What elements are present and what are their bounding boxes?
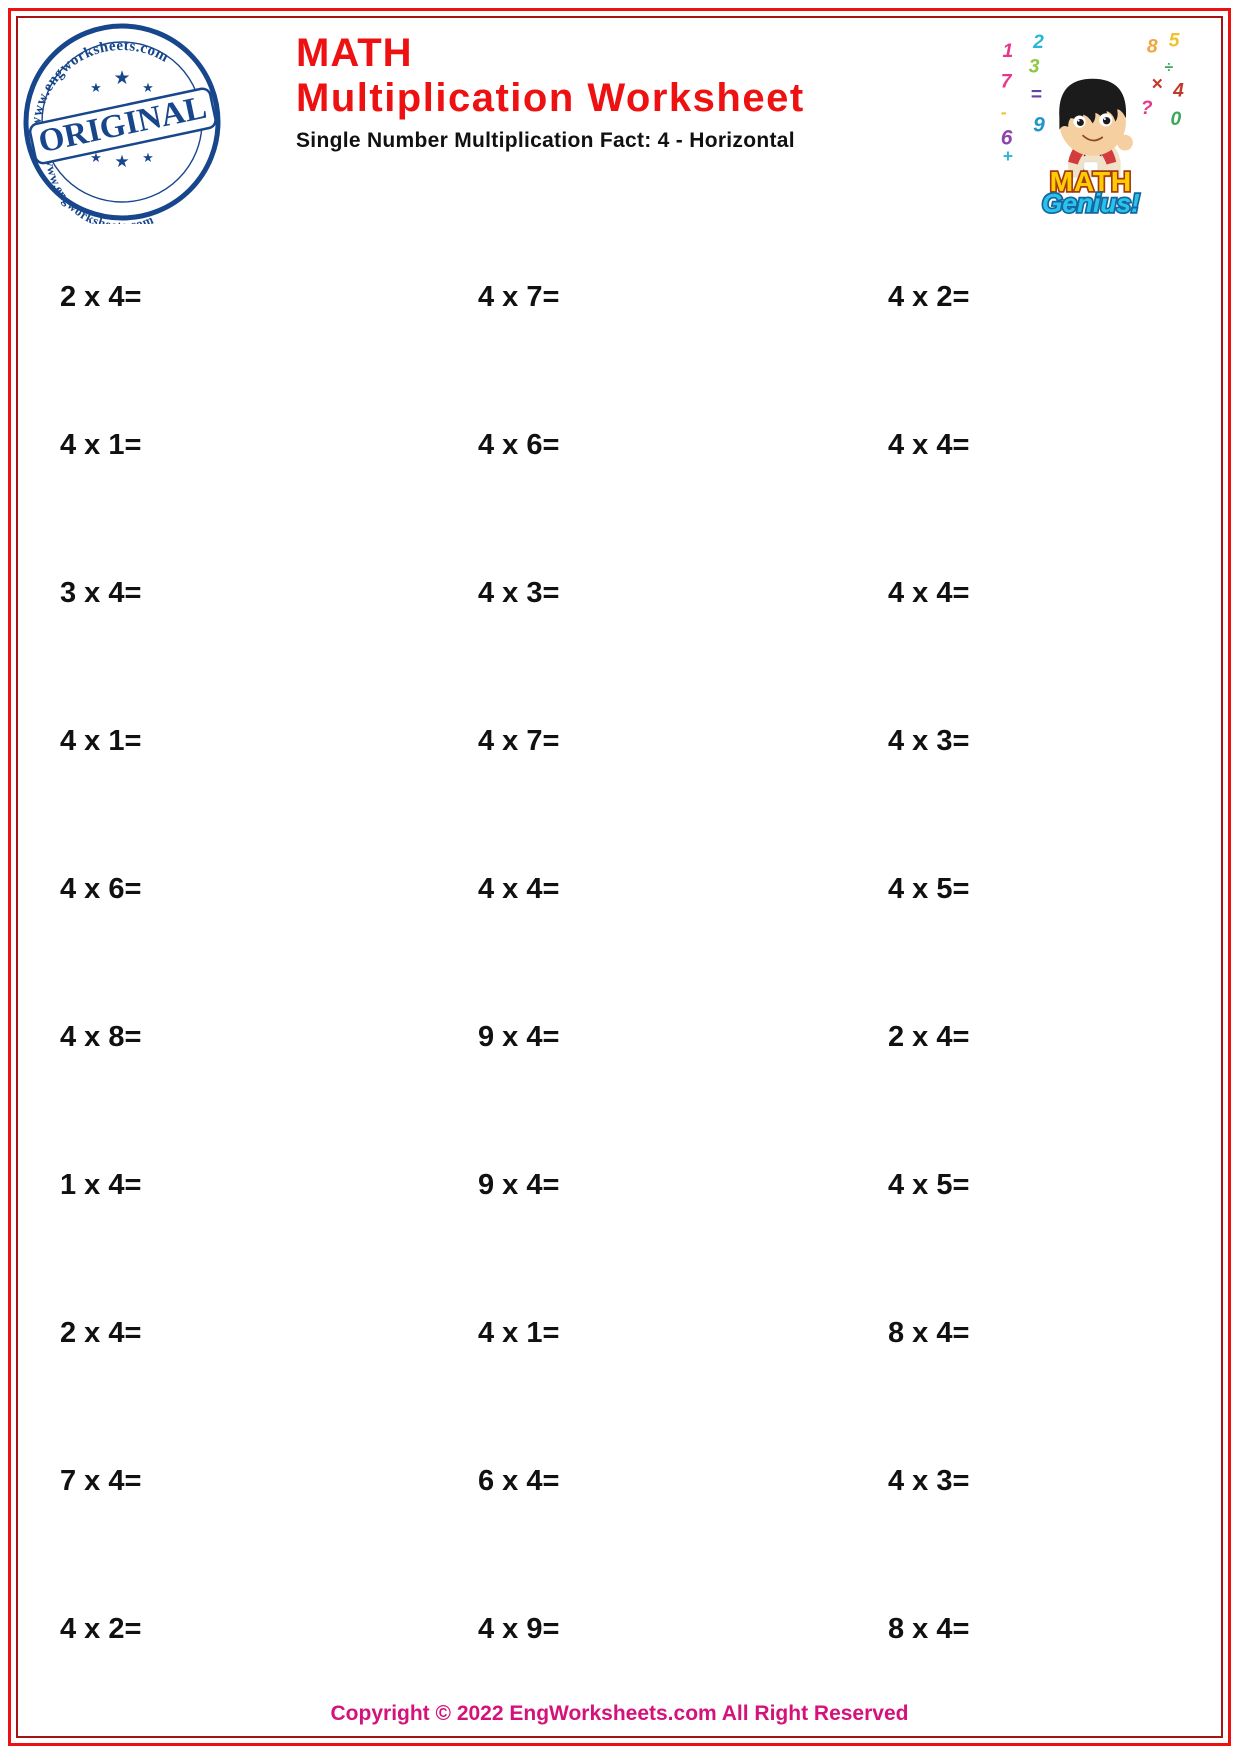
- svg-text:2: 2: [1032, 32, 1044, 53]
- svg-text:★: ★: [90, 80, 102, 95]
- svg-text:7: 7: [1001, 72, 1013, 93]
- svg-text:9: 9: [1033, 113, 1045, 136]
- svg-text:★: ★: [113, 68, 130, 89]
- svg-text:3: 3: [1029, 57, 1040, 78]
- svg-text:4: 4: [1172, 80, 1184, 101]
- svg-text:-: -: [1001, 102, 1007, 122]
- svg-text:★: ★: [142, 150, 154, 165]
- svg-text:÷: ÷: [1164, 60, 1173, 77]
- svg-text:1: 1: [1003, 41, 1014, 62]
- svg-text:ORIGINAL: ORIGINAL: [35, 90, 209, 161]
- svg-text:?: ?: [1141, 98, 1153, 119]
- svg-text:×: ×: [1151, 74, 1162, 95]
- svg-text:5: 5: [1169, 30, 1180, 51]
- svg-text:=: =: [1031, 85, 1042, 106]
- svg-text:★: ★: [114, 152, 129, 171]
- svg-text:Genius!: Genius!: [1042, 188, 1140, 215]
- svg-text:★: ★: [142, 80, 154, 95]
- svg-text:+: +: [1003, 146, 1013, 166]
- svg-text:8: 8: [1147, 37, 1158, 58]
- svg-text:0: 0: [1171, 109, 1182, 130]
